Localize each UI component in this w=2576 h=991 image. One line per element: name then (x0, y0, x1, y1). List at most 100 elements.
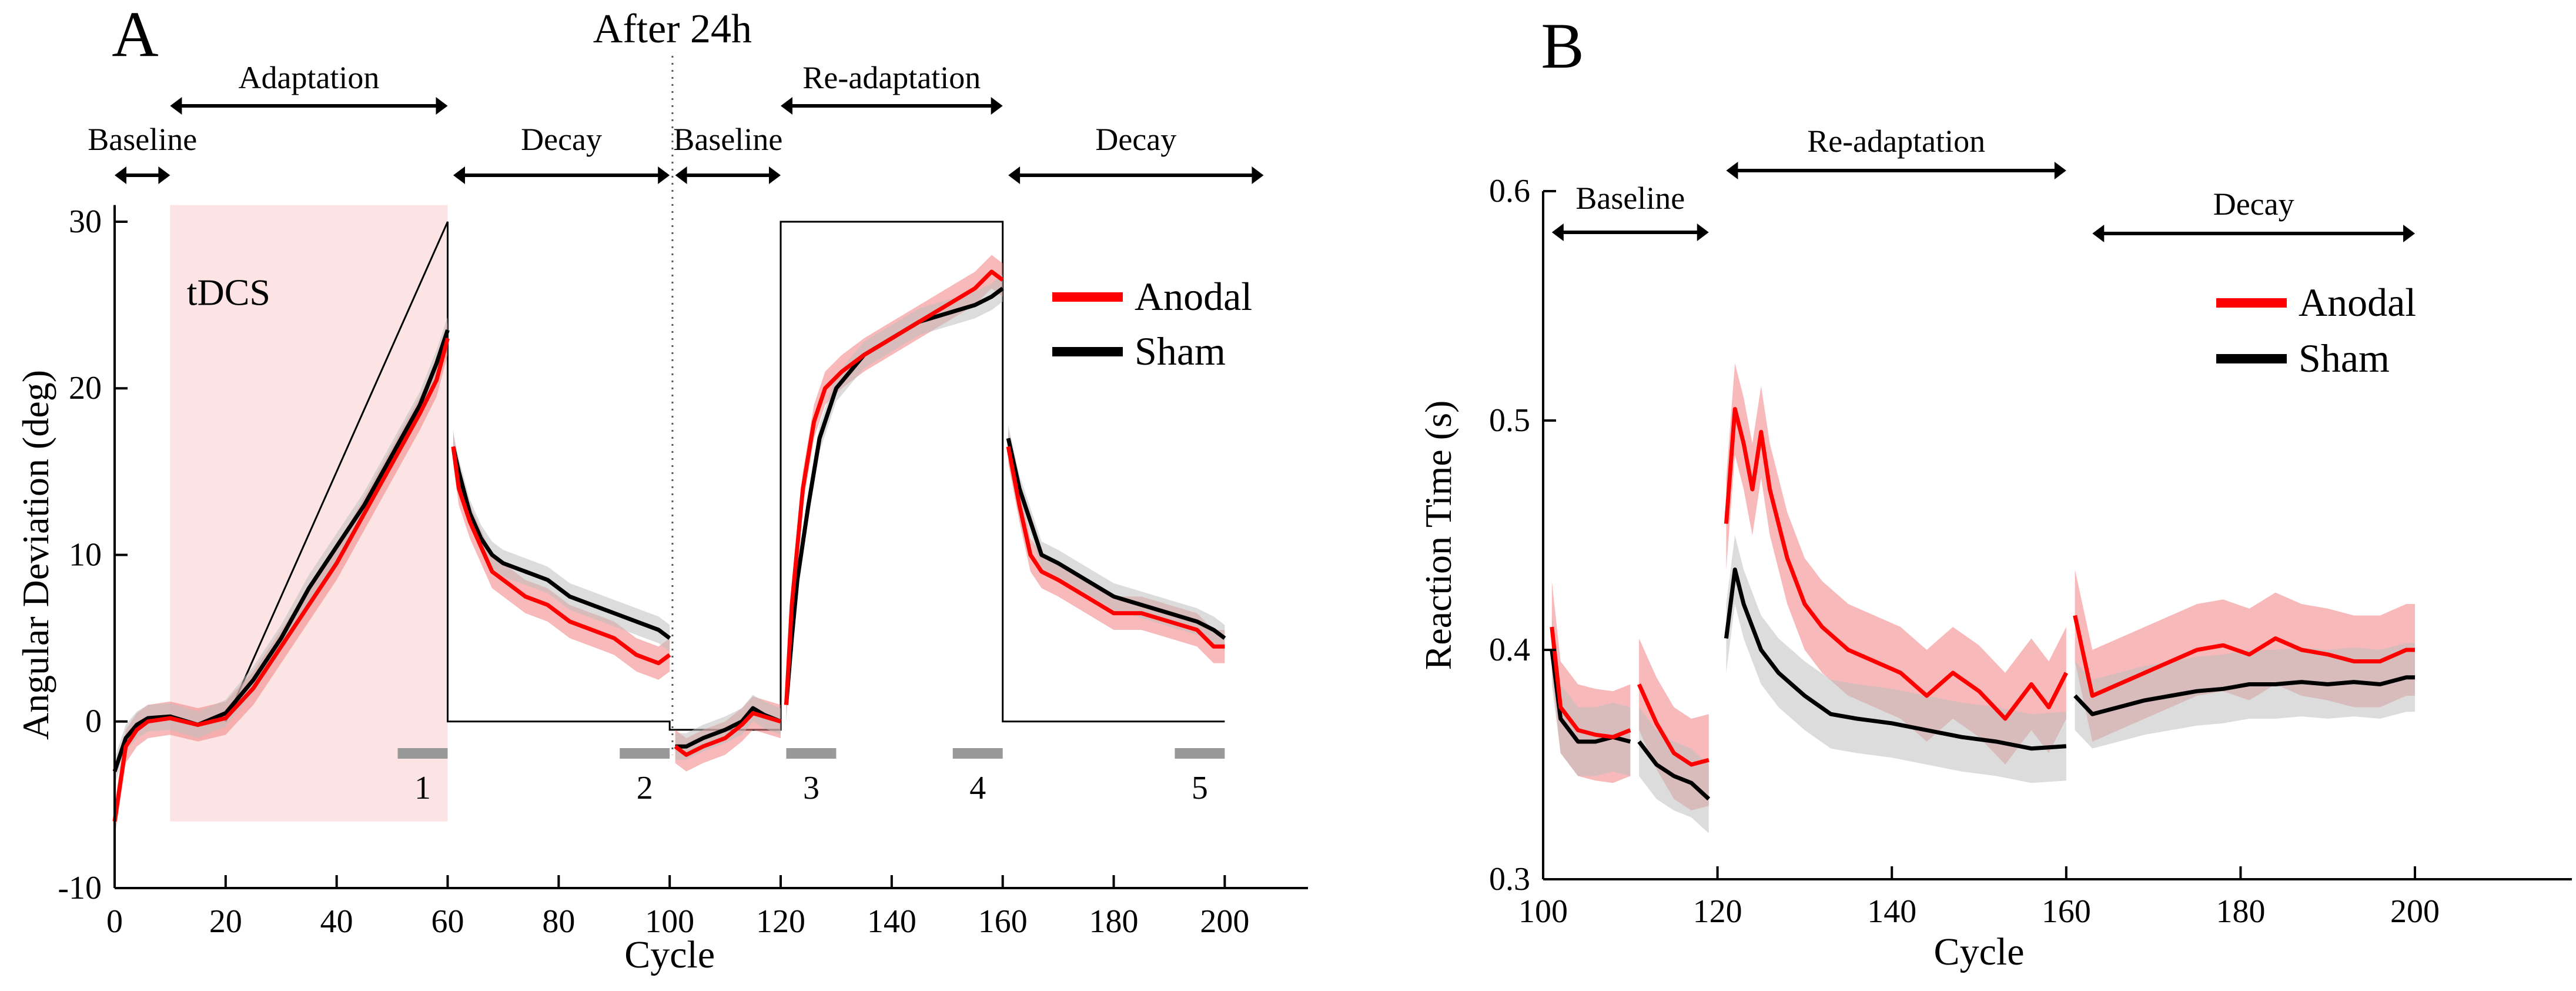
panel-a-y-tick-label: 0 (85, 703, 102, 740)
panel-a-phase-2-label: Decay (521, 122, 602, 157)
panel-a-marker-bar (397, 748, 448, 759)
panel-a-x-tick-label: 20 (209, 903, 242, 940)
panel-b-x-tick-label: 160 (2042, 893, 2091, 930)
panel-b-phase-1-label: Re-adaptation (1807, 124, 1985, 159)
panel-b-phase-1-arrow-right (2054, 162, 2066, 179)
panel-a-y-tick-label: 10 (69, 536, 102, 573)
panel-a-x-tick-label: 140 (867, 903, 916, 940)
panel-a-y-tick-label: 30 (69, 203, 102, 240)
panel-a-sham-line (451, 446, 671, 640)
panel-b-anodal-line (1637, 683, 1709, 767)
panel-b-anodal-band (1726, 363, 2066, 765)
panel-b-phase-1-arrow-left (1726, 162, 1738, 179)
panel-a-anodal-line (674, 711, 782, 757)
panel-b-x-label: Cycle (1934, 930, 2025, 973)
panel-a-legend-label-sham: Sham (1135, 329, 1226, 373)
panel-a-x-tick-label: 160 (978, 903, 1028, 940)
panel-a-anodal-band (453, 430, 670, 680)
panel-a-anodal-line (1006, 446, 1225, 649)
panel-a-marker-label: 2 (637, 770, 653, 806)
panel-a-sham-band (453, 433, 670, 652)
panel-b-phase-2-arrow-right (2403, 225, 2416, 242)
panel-b-phase-0-arrow-left (1551, 223, 1564, 241)
panel-a-x-tick-label: 180 (1089, 903, 1139, 940)
panel-a-title: After 24h (593, 6, 752, 52)
panel-a-phase-4-arrow-left (781, 97, 793, 115)
panel-a-phase-5-arrow-left (1008, 166, 1021, 184)
panel-b-anodal-line (1724, 407, 2068, 721)
panel-a-phase-5-arrow-right (1252, 166, 1264, 184)
panel-b-y-tick-label: 0.5 (1489, 402, 1530, 439)
panel-a-x-label: Cycle (624, 933, 715, 976)
panel-b-x-tick-label: 120 (1693, 893, 1742, 930)
panel-a-sham-band (786, 275, 1003, 719)
panel-a-x-tick-label: 80 (542, 903, 575, 940)
panel-b-sham-line (1724, 568, 2067, 751)
panel-a-marker-bar (786, 748, 837, 759)
panel-a-marker-label: 4 (969, 770, 986, 806)
panel-a-phase-3-arrow-right (769, 166, 781, 184)
panel-a-anodal-band (115, 321, 448, 839)
panel-a-sham-line (112, 329, 450, 772)
panel-a-phase-2-arrow-left (453, 166, 465, 184)
panel-a-x-tick-label: 0 (106, 903, 123, 940)
panel-b-y-tick-label: 0.4 (1489, 632, 1530, 668)
panel-b-x-tick-label: 140 (1867, 893, 1916, 930)
panel-a-phase-5-label: Decay (1095, 122, 1176, 157)
panel-b-phase-0-arrow-right (1697, 223, 1709, 241)
panel-a-sham-line (1006, 438, 1226, 640)
panel-b-legend-label-anodal: Anodal (2299, 280, 2416, 325)
panel-a-phase-3-arrow-left (675, 166, 687, 184)
panel-b-sham-band (1639, 707, 1709, 833)
panel-a-phase-4-label: Re-adaptation (802, 60, 981, 95)
panel-a-legend-label-anodal: Anodal (1135, 274, 1252, 319)
panel-a-phase-4-arrow-right (991, 97, 1003, 115)
panel-a-anodal-line (784, 269, 1004, 705)
panel-a-marker-bar (1175, 748, 1225, 759)
panel-b-x-tick-label: 200 (2390, 893, 2440, 930)
panel-b-letter: B (1541, 10, 1584, 82)
panel-a-marker-bar (620, 748, 670, 759)
panel-a-x-tick-label: 60 (431, 903, 464, 940)
panel-a-x-tick-label: 200 (1200, 903, 1249, 940)
panel-a-marker-label: 1 (414, 770, 431, 806)
panel-b-sham-band (2075, 643, 2416, 749)
panel-b-sham-band (1726, 535, 2066, 783)
panel-a-y-label: Angular Deviation (deg) (15, 370, 56, 740)
panel-a-y-tick-label: -10 (58, 870, 102, 906)
panel-a-anodal-band (1008, 430, 1225, 663)
panel-b-x-tick-label: 100 (1518, 893, 1568, 930)
panel-b-y-tick-label: 0.6 (1489, 173, 1530, 209)
panel-b-y-label: Reaction Time (s) (1417, 401, 1459, 670)
panel-a-letter: A (112, 0, 158, 70)
panel-a-marker-bar (952, 748, 1003, 759)
panel-a-phase-0-arrow-left (115, 166, 126, 184)
panel-b-anodal-line (1550, 626, 1631, 739)
panel-b-anodal-line (2073, 615, 2416, 698)
panel-a-anodal-line (112, 338, 450, 822)
panel-b-x-tick-label: 180 (2216, 893, 2265, 930)
panel-a-phase-1-arrow-right (436, 97, 448, 115)
panel-a-phase-1-arrow-left (170, 97, 182, 115)
panel-b-legend-label-sham: Sham (2299, 336, 2390, 381)
panel-a-y-tick-label: 20 (69, 370, 102, 406)
panel-a-x-tick-label: 120 (756, 903, 805, 940)
panel-b-y-tick-label: 0.3 (1489, 861, 1530, 897)
panel-b-sham-line (1637, 740, 1711, 801)
panel-a-sham-line (675, 706, 782, 749)
panel-a-phase-0-arrow-right (158, 166, 170, 184)
panel-a-x-tick-label: 100 (645, 903, 694, 940)
panel-a-phase-1-label: Adaptation (238, 60, 379, 95)
panel-a-x-tick-label: 40 (320, 903, 353, 940)
panel-b-phase-2-label: Decay (2213, 186, 2294, 222)
panel-a-anodal-line (451, 446, 671, 666)
tdcs-label: tDCS (187, 272, 270, 313)
panel-b-sham-line (2073, 675, 2416, 716)
panel-b-phase-2-arrow-left (2092, 225, 2105, 242)
panel-a-phase-2-arrow-right (658, 166, 670, 184)
panel-b-phase-0-label: Baseline (1575, 181, 1685, 216)
panel-a-marker-label: 5 (1192, 770, 1208, 806)
panel-a-marker-label: 3 (803, 770, 819, 806)
panel-a-phase-3-label: Baseline (673, 122, 782, 157)
